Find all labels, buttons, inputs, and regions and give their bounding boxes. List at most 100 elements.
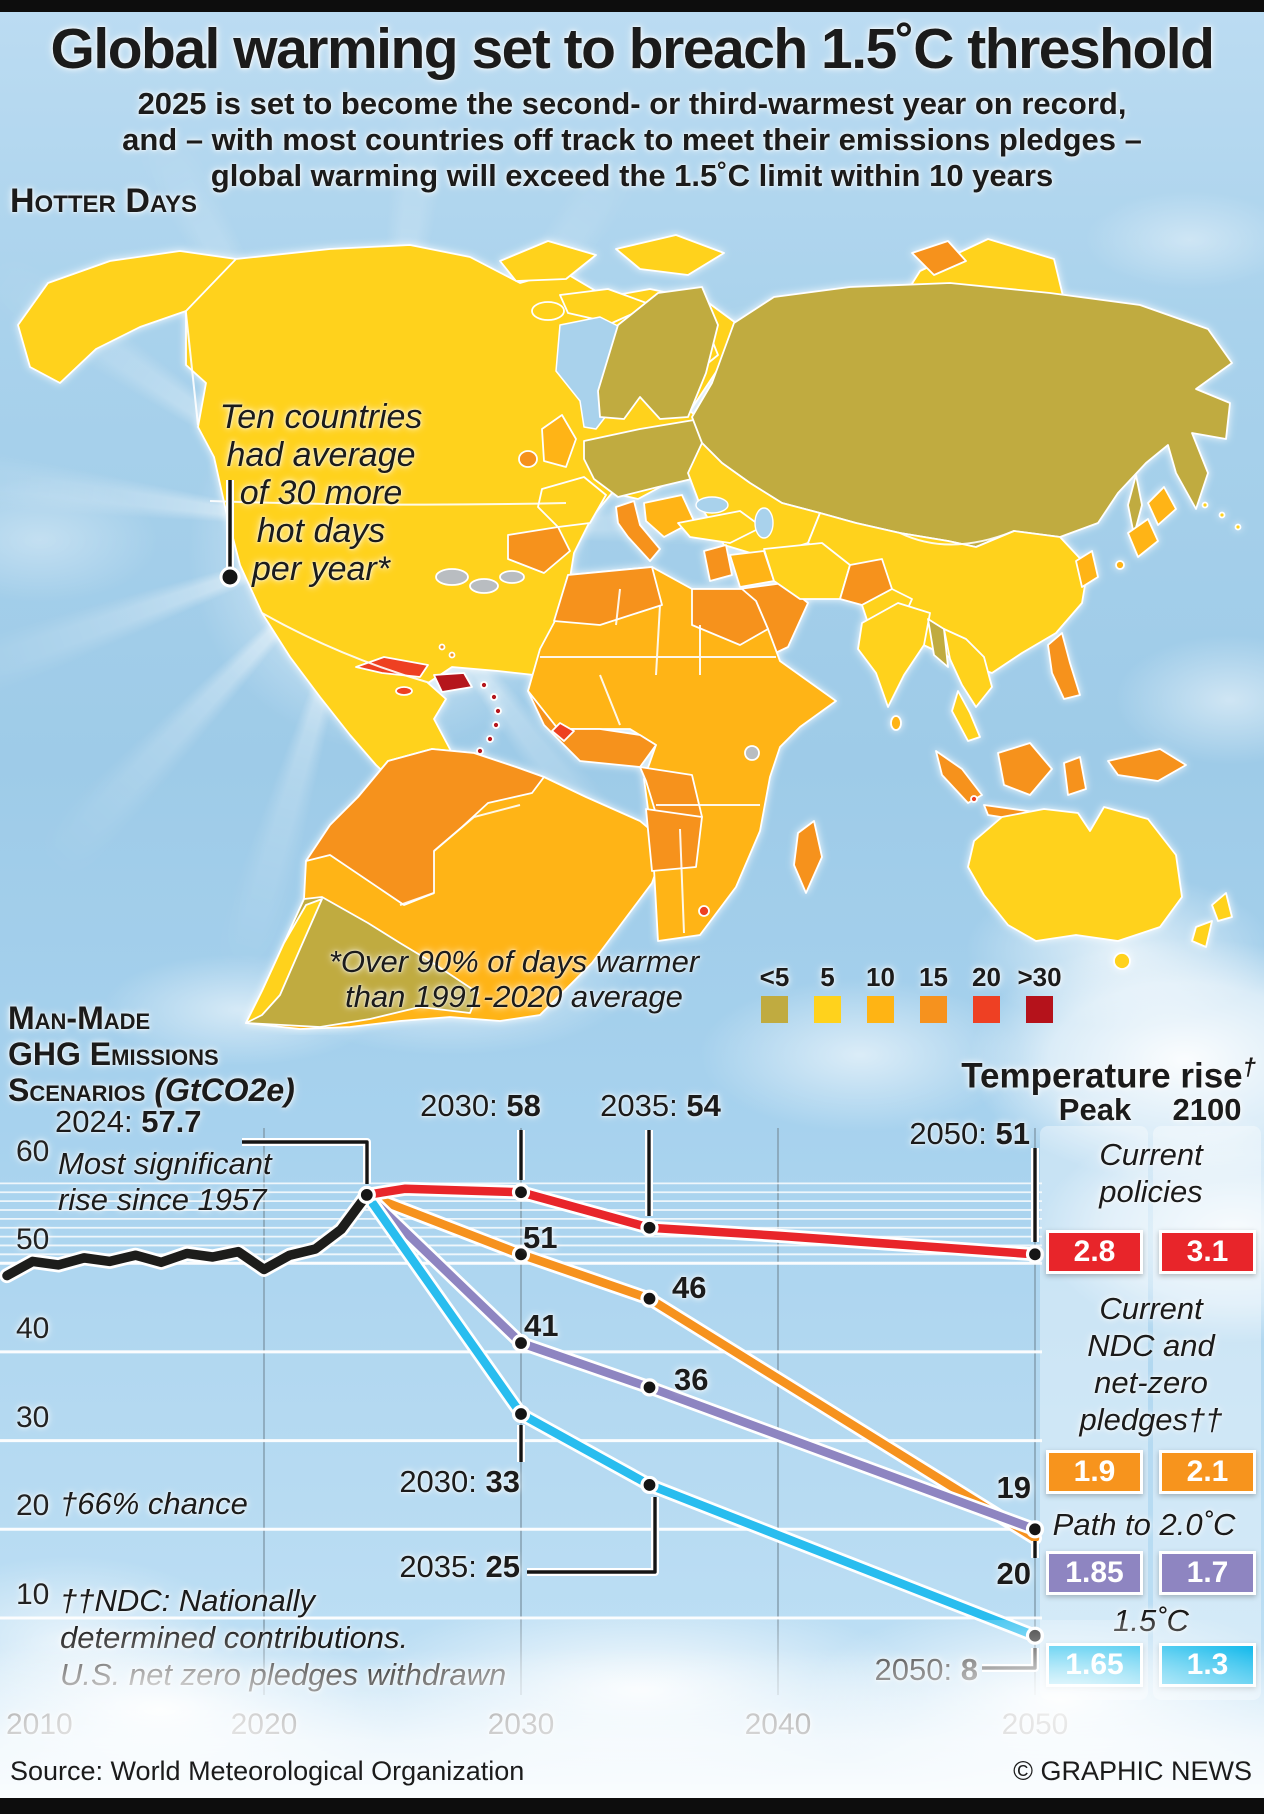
lake-victoria <box>744 745 760 761</box>
scenario-label-1-5: 1.5˚C <box>1113 1603 1189 1638</box>
country-chile <box>245 898 323 1024</box>
axis-tick-label: 20 <box>16 1489 50 1523</box>
legend-label: 15 <box>919 962 948 992</box>
region-central-europe <box>583 418 723 498</box>
footnote-66-chance: †66% chance <box>60 1486 248 1521</box>
sakhalin <box>1127 474 1143 536</box>
source-credit: Source: World Meteorological Organizatio… <box>10 1756 525 1786</box>
malay-peninsula <box>951 690 981 742</box>
world-map <box>17 234 1242 1030</box>
country-turkey <box>677 510 763 544</box>
region-libya-egypt <box>691 588 769 646</box>
page-subtitle: 2025 is set to become the second- or thi… <box>122 86 1142 193</box>
value-box-ndc-peak: 1.9 <box>1046 1450 1143 1494</box>
table-band-peak <box>1040 1126 1148 1700</box>
legend-item: 5 <box>801 962 854 1023</box>
axis-tick-label: 2040 <box>744 1708 812 1741</box>
legend-swatch <box>761 996 788 1023</box>
map-annotation-pointer <box>219 480 241 588</box>
region-scandinavia <box>597 286 719 420</box>
country-korea <box>1075 550 1099 588</box>
legend-swatch <box>920 996 947 1023</box>
map-legend: <5 5 10 15 20 >30 <box>748 962 1066 1023</box>
legend-item: 20 <box>960 962 1013 1023</box>
caspian-sea <box>754 507 774 539</box>
country-iceland <box>531 301 565 321</box>
temperature-table-title: Temperature rise† <box>961 1054 1256 1096</box>
legend-swatch <box>1026 996 1053 1023</box>
country-france <box>537 476 607 528</box>
emissions-chart <box>0 1128 1045 1695</box>
axis-tick-label: 2010 <box>6 1708 73 1741</box>
scenario-label-current-policies: Current policies <box>1099 1137 1203 1209</box>
country-australia <box>967 806 1183 942</box>
country-philippines <box>1047 632 1081 700</box>
legend-label: 20 <box>972 962 1001 992</box>
publisher-credit: © GRAPHIC NEWS <box>1013 1756 1252 1786</box>
country-cuba <box>355 656 429 678</box>
callout-most-significant: Most significant rise since 1957 <box>58 1146 272 1217</box>
value-box-path2-2100: 1.7 <box>1159 1551 1256 1595</box>
country-myanmar <box>927 618 949 668</box>
legend-label: <5 <box>759 962 790 992</box>
country-india <box>857 602 931 708</box>
country-borders <box>185 312 1015 934</box>
country-hispaniola <box>433 672 473 693</box>
section-heading-hotter-days: Hotter Days <box>10 182 198 220</box>
map-annotation: Ten countries had average of 30 more hot… <box>219 398 423 588</box>
country-italy <box>615 500 661 562</box>
callout-2030-33: 2030: 33 <box>399 1464 520 1499</box>
great-lakes <box>435 568 469 586</box>
section-heading-ghg: Man-Made GHG Emissions Scenarios (GtCO2e… <box>8 1000 295 1108</box>
region-maghreb <box>553 566 663 626</box>
axis-tick-label: 60 <box>16 1134 50 1168</box>
country-liberia <box>551 722 575 742</box>
country-madagascar <box>793 820 823 894</box>
table-band-2100 <box>1153 1126 1261 1700</box>
country-angola <box>645 808 703 872</box>
dagger-icon: † <box>1242 1054 1256 1081</box>
callout-2050-8: 2050: 8 <box>874 1652 978 1687</box>
legend-label: 5 <box>820 962 835 992</box>
column-header-2100: 2100 <box>1172 1092 1242 1127</box>
callout-2024: 2024: 57.7 <box>55 1104 202 1139</box>
legend-item: <5 <box>748 962 801 1023</box>
axis-tick-label: 50 <box>16 1223 50 1257</box>
country-ireland <box>518 450 538 468</box>
map-landmasses <box>17 234 1242 1030</box>
value-box-ndc-2100: 2.1 <box>1159 1450 1256 1494</box>
ghg-heading-line1: Man-Made <box>8 1000 151 1036</box>
page-title: Global warming set to breach 1.5˚C thres… <box>50 17 1215 81</box>
legend-swatch <box>973 996 1000 1023</box>
value-20: 20 <box>996 1556 1031 1591</box>
ghg-heading-line3: Scenarios (GtCO2e) <box>8 1072 295 1108</box>
bahamas <box>438 643 456 659</box>
black-sea <box>695 496 729 514</box>
scenario-label-path-2: Path to 2.0˚C <box>1052 1507 1236 1542</box>
value-51: 51 <box>523 1220 558 1255</box>
axis-tick-label: 2020 <box>230 1708 298 1741</box>
value-36: 36 <box>674 1362 709 1397</box>
bottom-border-bar <box>0 1798 1264 1814</box>
value-box-15-peak: 1.65 <box>1046 1643 1143 1687</box>
callout-2035-25: 2035: 25 <box>399 1549 520 1584</box>
lesser-antilles <box>476 681 502 755</box>
axis-tick-label: 30 <box>16 1400 50 1434</box>
top-border-bar <box>0 0 1264 12</box>
sa-west-orange <box>305 748 545 906</box>
callout-2050-51: 2050: 51 <box>909 1116 1030 1151</box>
value-box-path2-peak: 1.85 <box>1046 1551 1143 1595</box>
region-levant <box>703 544 733 582</box>
country-uk <box>541 414 577 468</box>
footnote-ndc: ††NDC: Nationally determined contributio… <box>60 1583 507 1692</box>
legend-swatch <box>867 996 894 1023</box>
axis-tick-label: 10 <box>16 1578 50 1611</box>
legend-item: 10 <box>854 962 907 1023</box>
axis-tick-label: 2050 <box>1001 1708 1069 1741</box>
country-new-zealand <box>1191 892 1233 948</box>
country-sri-lanka <box>890 715 902 731</box>
legend-label: >30 <box>1017 962 1062 992</box>
value-box-current-policies-peak: 2.8 <box>1046 1230 1143 1274</box>
country-lesotho <box>698 905 710 917</box>
country-png <box>1107 748 1187 782</box>
